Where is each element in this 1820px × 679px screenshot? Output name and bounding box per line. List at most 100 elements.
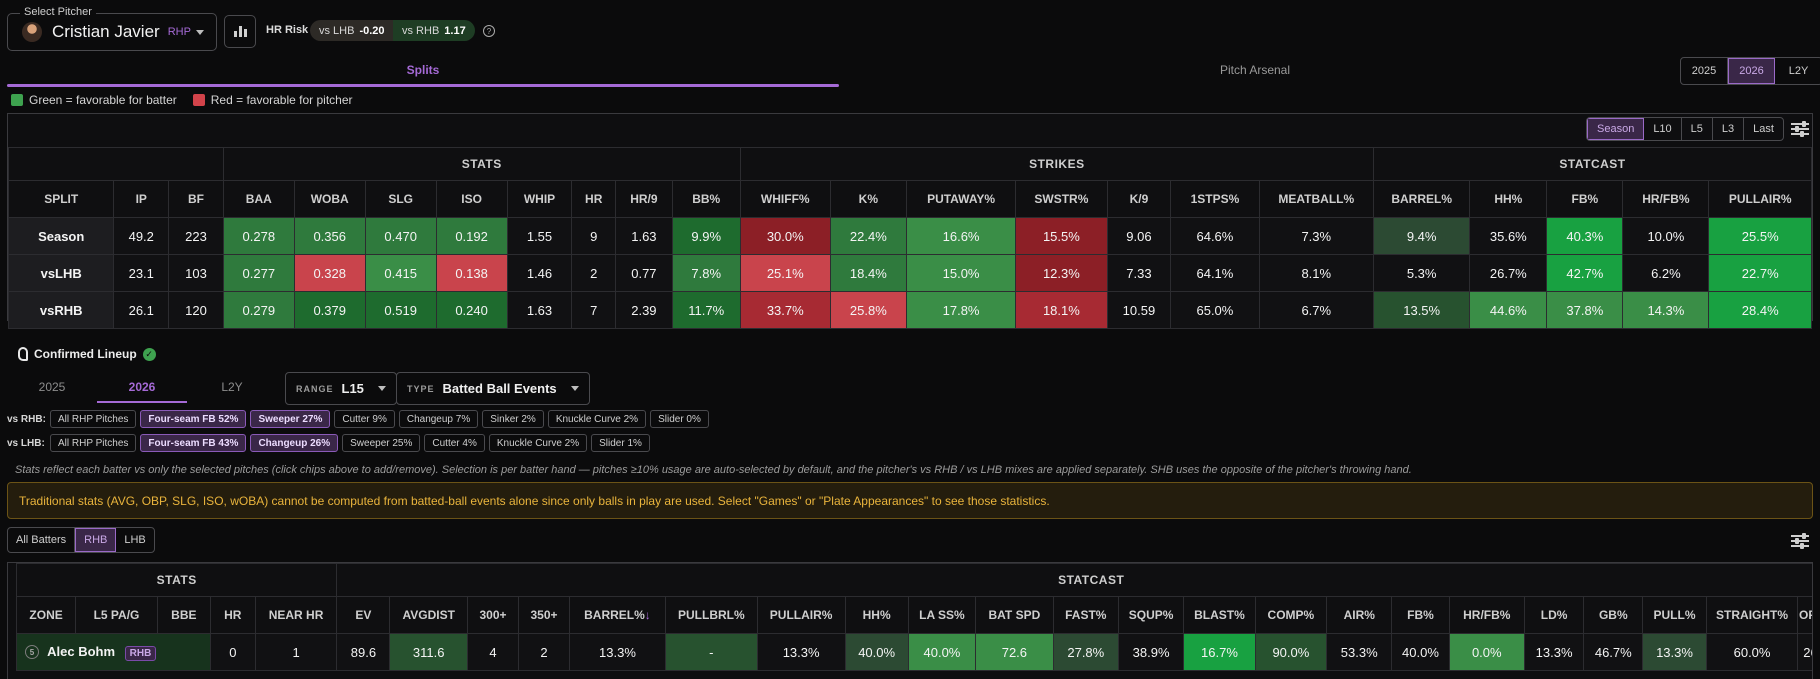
- column-header[interactable]: WHIP: [506, 180, 573, 218]
- column-header[interactable]: HH%: [1469, 180, 1548, 218]
- help-icon[interactable]: ?: [483, 25, 495, 37]
- lineup-tab-2025[interactable]: 2025: [38, 380, 66, 394]
- column-header[interactable]: BARREL%↓: [569, 596, 666, 634]
- column-header[interactable]: PULLAIR%: [756, 596, 846, 634]
- column-header[interactable]: 300+: [466, 596, 520, 634]
- column-header[interactable]: HR: [209, 596, 256, 634]
- column-header[interactable]: K%: [829, 180, 907, 218]
- column-header[interactable]: BARREL%: [1373, 180, 1471, 218]
- column-header[interactable]: MEATBALL%: [1258, 180, 1375, 218]
- column-header[interactable]: FB%: [1546, 180, 1624, 218]
- column-header[interactable]: BAA: [222, 180, 295, 218]
- column-header[interactable]: BF: [168, 180, 224, 218]
- year-option-2026[interactable]: 2026: [1728, 58, 1775, 84]
- bar-chart-icon[interactable]: [224, 15, 256, 48]
- chip-cutter[interactable]: Cutter 9%: [334, 410, 395, 428]
- chip-slider[interactable]: Slider 1%: [591, 434, 650, 452]
- tab-splits[interactable]: Splits: [406, 63, 440, 77]
- stat-cell: 0.356: [293, 217, 366, 255]
- column-header[interactable]: COMP%: [1254, 596, 1328, 634]
- column-header[interactable]: K/9: [1106, 180, 1172, 218]
- column-header[interactable]: PULLAIR%: [1708, 180, 1812, 218]
- stat-cell: 0: [209, 633, 256, 671]
- chip-knuckle-curve[interactable]: Knuckle Curve 2%: [488, 434, 588, 452]
- pitcher-select[interactable]: Select Pitcher Cristian Javier RHP: [7, 6, 217, 51]
- column-header[interactable]: ZONE: [15, 596, 77, 634]
- batter-name-cell[interactable]: 5 Alec Bohm RHB: [16, 633, 211, 671]
- column-header[interactable]: PULL%: [1642, 596, 1707, 634]
- column-header[interactable]: BLAST%: [1183, 596, 1256, 634]
- chip-all-rhp[interactable]: All RHP Pitches: [50, 410, 137, 428]
- lineup-tab-l2y[interactable]: L2Y: [221, 380, 243, 394]
- column-header[interactable]: OPPO%: [1797, 596, 1812, 634]
- column-header[interactable]: NEAR HR: [254, 596, 338, 634]
- stat-cell: 0.192: [435, 217, 508, 255]
- column-header[interactable]: LD%: [1524, 596, 1585, 634]
- stat-cell: 33.7%: [739, 291, 831, 329]
- chip-sweeper[interactable]: Sweeper 25%: [342, 434, 421, 452]
- column-header[interactable]: EV: [336, 596, 391, 634]
- column-header[interactable]: FAST%: [1052, 596, 1119, 634]
- tab-pitch-arsenal[interactable]: Pitch Arsenal: [1219, 63, 1291, 77]
- chip-knuckle-curve[interactable]: Knuckle Curve 2%: [547, 410, 647, 428]
- chip-sinker[interactable]: Sinker 2%: [482, 410, 544, 428]
- column-header[interactable]: L5 PA/G: [75, 596, 158, 634]
- chip-four-seam[interactable]: Four-seam FB 52%: [140, 410, 247, 428]
- stat-cell: 14.3%: [1622, 291, 1710, 329]
- column-header[interactable]: GB%: [1583, 596, 1644, 634]
- column-header[interactable]: WHIFF%: [739, 180, 831, 218]
- column-header[interactable]: PUTAWAY%: [905, 180, 1017, 218]
- stat-cell: 26.7%: [1469, 254, 1548, 292]
- column-header[interactable]: SWSTR%: [1015, 180, 1108, 218]
- column-header[interactable]: 350+: [517, 596, 571, 634]
- range-last[interactable]: Last: [1753, 123, 1774, 135]
- column-header[interactable]: ISO: [435, 180, 508, 218]
- year-option-l2y[interactable]: L2Y: [1788, 65, 1809, 77]
- stat-cell: 223: [168, 217, 224, 255]
- column-header[interactable]: LA SS%: [907, 596, 977, 634]
- settings-sliders-icon[interactable]: [1791, 121, 1809, 137]
- lineup-tab-2026[interactable]: 2026: [128, 380, 156, 394]
- chip-sweeper[interactable]: Sweeper 27%: [250, 410, 331, 428]
- type-dropdown[interactable]: TYPE Batted Ball Events: [396, 372, 590, 405]
- filter-all-batters[interactable]: All Batters: [8, 528, 76, 552]
- column-header[interactable]: HR/9: [615, 180, 673, 218]
- column-header[interactable]: 1STPS%: [1170, 180, 1260, 218]
- filter-rhb[interactable]: RHB: [75, 528, 117, 552]
- stat-cell: 53.3%: [1326, 633, 1393, 671]
- year-option-2025[interactable]: 2025: [1681, 58, 1728, 84]
- chip-slider[interactable]: Slider 0%: [650, 410, 709, 428]
- column-header[interactable]: HR/FB%: [1622, 180, 1710, 218]
- column-header[interactable]: BAT SPD: [975, 596, 1054, 634]
- column-header[interactable]: BBE: [156, 596, 211, 634]
- chip-changeup[interactable]: Changeup 7%: [398, 410, 479, 428]
- column-header[interactable]: HR/FB%: [1448, 596, 1526, 634]
- range-l3[interactable]: L3: [1713, 118, 1745, 140]
- range-l5[interactable]: L5: [1682, 118, 1713, 140]
- chip-changeup[interactable]: Changeup 26%: [250, 434, 339, 452]
- range-l10[interactable]: L10: [1644, 118, 1682, 140]
- column-header[interactable]: BB%: [671, 180, 741, 218]
- column-header[interactable]: SPLIT: [7, 180, 115, 218]
- column-header[interactable]: WOBA: [293, 180, 366, 218]
- range-season[interactable]: Season: [1587, 118, 1645, 140]
- column-header[interactable]: AVGDIST: [389, 596, 468, 634]
- table-row[interactable]: 5 Alec Bohm RHB 0 1 89.6 311.6 4 2 13.3% -13.3%…: [16, 633, 1812, 671]
- column-header[interactable]: FB%: [1391, 596, 1450, 634]
- settings-sliders-icon[interactable]: [1791, 533, 1809, 549]
- column-header[interactable]: PULLBRL%: [664, 596, 758, 634]
- stat-cell: 9.06: [1106, 217, 1172, 255]
- filter-lhb[interactable]: LHB: [124, 534, 146, 546]
- column-header[interactable]: HR: [571, 180, 617, 218]
- chip-cutter[interactable]: Cutter 4%: [424, 434, 485, 452]
- stat-cell: 28.4%: [1708, 291, 1812, 329]
- column-header[interactable]: SLG: [364, 180, 437, 218]
- column-header[interactable]: SQUP%: [1117, 596, 1185, 634]
- column-header[interactable]: AIR%: [1326, 596, 1393, 634]
- column-header[interactable]: IP: [113, 180, 170, 218]
- chip-four-seam[interactable]: Four-seam FB 43%: [140, 434, 247, 452]
- column-header[interactable]: STRAIGHT%: [1705, 596, 1799, 634]
- column-header[interactable]: HH%: [844, 596, 909, 634]
- range-dropdown[interactable]: RANGE L15: [285, 372, 397, 405]
- chip-all-rhp[interactable]: All RHP Pitches: [50, 434, 137, 452]
